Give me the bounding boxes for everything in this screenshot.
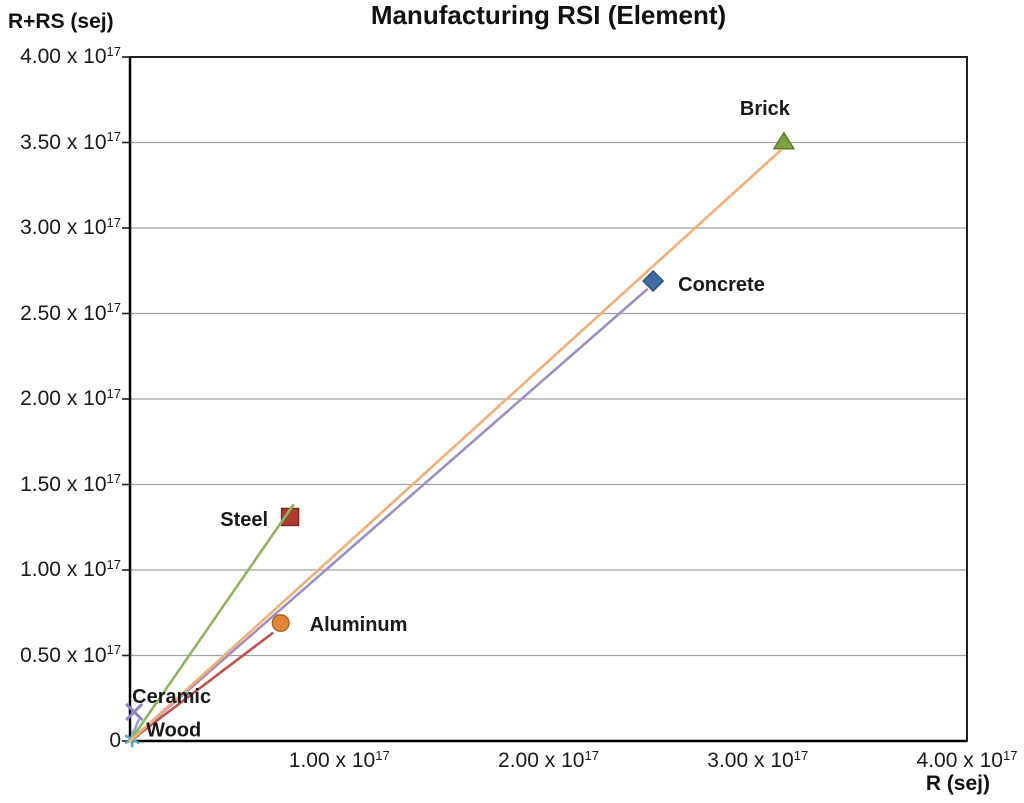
y-axis-title: R+RS (sej) xyxy=(8,10,114,33)
point-label-ceramic: Ceramic xyxy=(132,686,211,708)
x-tick-label: 4.00 x 1017 xyxy=(916,747,1018,772)
y-tick-label: 3.00 x 1017 xyxy=(20,214,121,239)
marker-ceramic xyxy=(125,702,144,721)
marker-brick xyxy=(772,131,796,150)
y-tick-label: 0 xyxy=(109,729,121,752)
x-tick-label: 2.00 x 1017 xyxy=(498,747,599,772)
trendline-aluminum xyxy=(128,631,274,743)
y-tick-label: 0.50 x 1017 xyxy=(20,642,121,667)
y-tick-label: 1.50 x 1017 xyxy=(20,471,121,496)
point-label-wood: Wood xyxy=(146,719,201,741)
trendline-concrete xyxy=(128,288,649,743)
marker-aluminum xyxy=(271,613,290,633)
trendline-steel xyxy=(128,503,295,743)
point-label-concrete: Concrete xyxy=(678,274,765,296)
chart-title: Manufacturing RSI (Element) xyxy=(370,0,727,30)
marker-concrete xyxy=(642,269,665,293)
trendline-brick xyxy=(128,148,783,743)
y-tick-label: 1.00 x 1017 xyxy=(20,556,121,581)
point-label-aluminum: Aluminum xyxy=(310,614,408,636)
point-label-steel: Steel xyxy=(220,509,268,531)
x-tick-label: 1.00 x 1017 xyxy=(288,747,390,772)
point-label-brick: Brick xyxy=(740,98,791,120)
x-axis-title: R (sej) xyxy=(925,772,990,795)
x-tick-label: 3.00 x 1017 xyxy=(707,747,809,772)
y-tick-label: 4.00 x 1017 xyxy=(20,43,121,68)
y-tick-label: 3.50 x 1017 xyxy=(20,129,121,154)
y-tick-label: 2.00 x 1017 xyxy=(20,385,121,410)
y-tick-label: 2.50 x 1017 xyxy=(20,300,121,325)
